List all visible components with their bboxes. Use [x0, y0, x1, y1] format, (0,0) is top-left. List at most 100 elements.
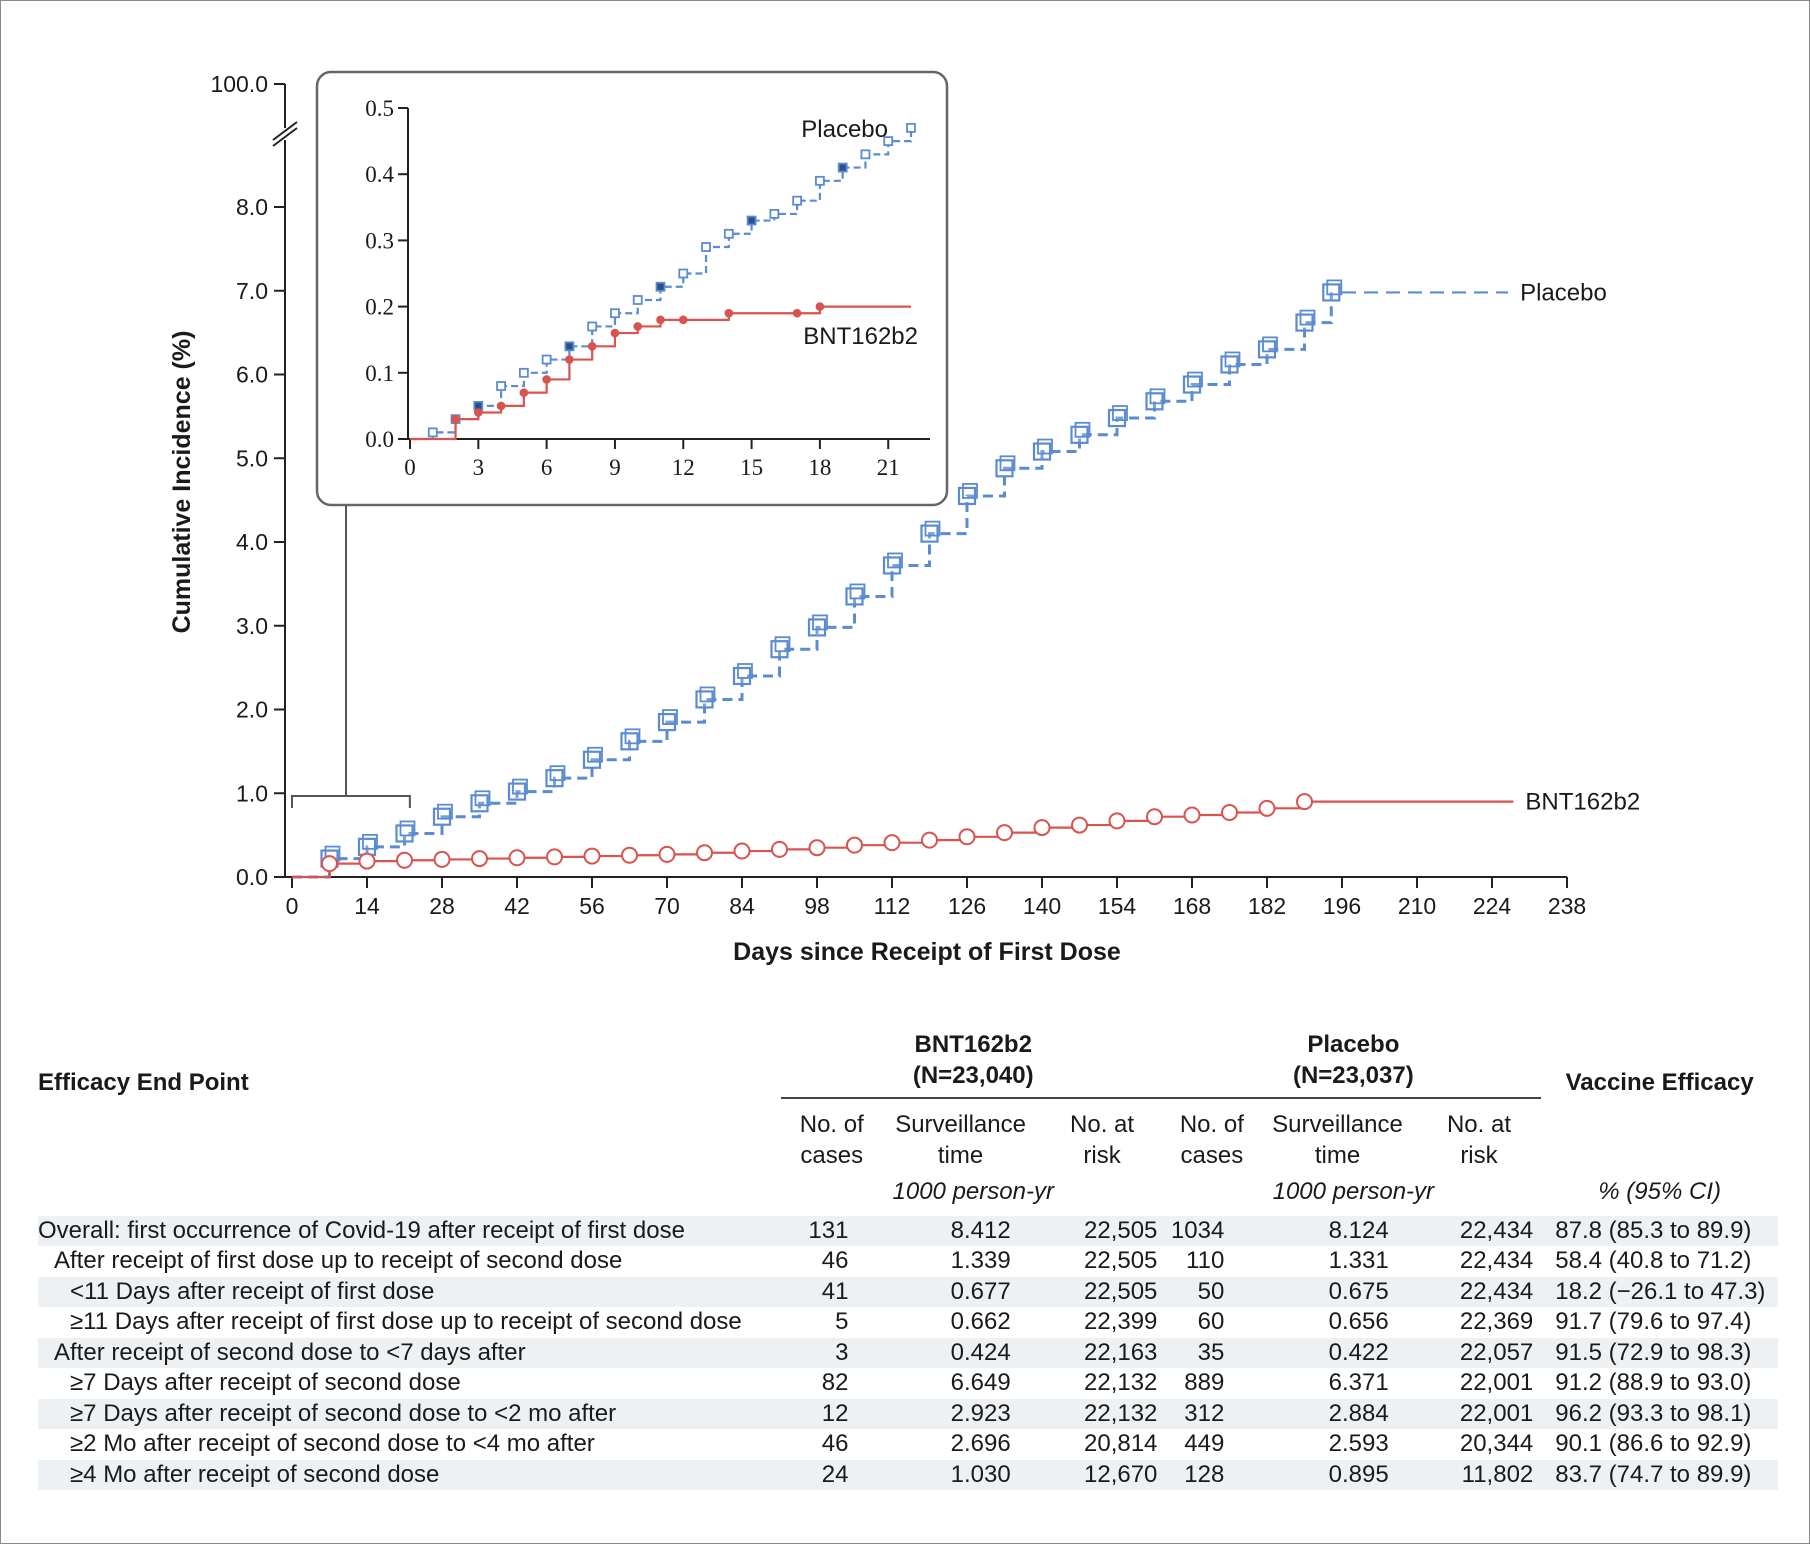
censor-marker [1183, 806, 1201, 824]
censor-marker [399, 820, 416, 837]
inset-marker [610, 328, 620, 338]
censor-marker [695, 690, 714, 709]
censor-marker [1032, 442, 1052, 461]
censor-marker [321, 855, 338, 873]
inset-marker [815, 302, 825, 311]
x-tick-label: 84 [729, 893, 755, 919]
series-line [292, 292, 1333, 879]
censor-marker [474, 790, 491, 807]
censor-marker [845, 587, 864, 606]
row-label: ≥7 Days after receipt of second dose [70, 1369, 461, 1396]
censor-marker [957, 486, 977, 506]
cell-v-time: 0.677 [882, 1276, 1039, 1307]
cell-v-risk: 22,505 [1038, 1215, 1166, 1246]
cell-v-cases: 3 [781, 1337, 883, 1368]
x-tick-label: 140 [1023, 893, 1061, 919]
cell-v-risk: 20,814 [1084, 1430, 1158, 1457]
cell-p-cases: 449 [1184, 1430, 1225, 1457]
series-bnt162b2: BNT162b2 [292, 789, 1640, 879]
inset-marker [746, 215, 757, 226]
censor-marker [1074, 421, 1091, 438]
inset-marker [565, 355, 574, 364]
group-name-placebo: Placebo [1307, 1031, 1400, 1058]
inset-x-tick-label: 12 [672, 455, 695, 480]
table-row: ≥11 Days after receipt of first dose up … [38, 1307, 1778, 1338]
cell-v-risk: 22,505 [1084, 1247, 1158, 1274]
x-tick-label: 14 [354, 893, 380, 919]
x-tick-label: 196 [1323, 893, 1361, 919]
cell-vaccine-efficacy: 87.8 (85.3 to 89.9) [1541, 1215, 1778, 1246]
inset-marker [883, 136, 894, 147]
censor-marker [507, 782, 527, 801]
cell-v-cases: 12 [781, 1398, 883, 1429]
censor-marker [1033, 819, 1051, 837]
col-risk-2: risk [1083, 1141, 1121, 1169]
censor-marker [1296, 793, 1313, 811]
cell-p-cases: 128 [1165, 1459, 1259, 1490]
cell-p-risk: 20,344 [1459, 1430, 1534, 1457]
col-time-1: Surveillance [895, 1111, 1026, 1138]
censor-marker [1262, 336, 1278, 353]
cell-p-time: 6.371 [1328, 1369, 1389, 1396]
cell-p-time: 2.884 [1258, 1398, 1417, 1429]
censor-marker [808, 839, 826, 857]
censor-marker [358, 852, 376, 870]
x-tick-label: 112 [874, 893, 911, 919]
censor-marker [807, 618, 827, 637]
censor-marker [882, 556, 902, 575]
censor-marker [1108, 812, 1126, 830]
censor-marker [546, 848, 563, 866]
x-tick-label: 0 [286, 893, 299, 919]
inset-marker [678, 315, 688, 325]
cell-p-time: 0.895 [1258, 1459, 1417, 1490]
cell-p-risk: 22,434 [1416, 1215, 1542, 1246]
cell-v-time: 2.923 [882, 1398, 1039, 1429]
censor-marker [1071, 816, 1088, 834]
censor-marker [1326, 279, 1343, 296]
cell-vaccine-efficacy: 91.2 (88.9 to 93.0) [1555, 1369, 1752, 1396]
row-label: ≥2 Mo after receipt of second dose to <4… [70, 1430, 595, 1457]
cell-vaccine-efficacy: 18.2 (−26.1 to 47.3) [1541, 1276, 1778, 1307]
censor-marker [1295, 313, 1314, 332]
cell-p-risk: 22,434 [1459, 1247, 1534, 1274]
table-body: Overall: first occurrence of Covid-19 af… [38, 1215, 1778, 1490]
x-tick-label: 224 [1473, 893, 1512, 919]
inset-marker [632, 295, 643, 305]
cell-v-time: 8.412 [882, 1215, 1039, 1246]
col-cases-2: cases [1180, 1141, 1244, 1169]
group-n-placebo: (N=23,037) [1165, 1060, 1542, 1099]
inset-marker [542, 375, 551, 384]
col-cases-2: cases [800, 1141, 864, 1169]
cell-vaccine-efficacy: 83.7 (74.7 to 89.9) [1541, 1459, 1778, 1490]
y-tick-label: 7.0 [236, 278, 268, 304]
inset-x-tick-label: 21 [877, 455, 900, 480]
col-time-2: time [1314, 1141, 1361, 1169]
censor-marker [1070, 425, 1089, 444]
main-series: Placebo BNT162b2 [291, 279, 1640, 879]
x-tick-label: 28 [429, 893, 455, 919]
inset-frame [315, 70, 949, 507]
cell-p-cases: 60 [1197, 1308, 1225, 1335]
censor-marker [657, 712, 677, 732]
x-tick-label: 168 [1173, 893, 1211, 919]
inset-x-tick-label: 18 [808, 455, 831, 480]
y-tick-label: 5.0 [236, 445, 268, 471]
x-tick-label: 42 [504, 893, 530, 919]
censor-marker [1182, 375, 1202, 394]
cell-v-risk: 22,132 [1038, 1398, 1166, 1429]
inset-marker [519, 388, 529, 397]
inset-marker [587, 321, 598, 332]
censor-marker [1146, 808, 1163, 826]
censor-marker [624, 728, 641, 745]
censor-marker [812, 614, 828, 631]
censor-marker [658, 845, 676, 863]
censor-marker [357, 837, 377, 856]
row-label: After receipt of second dose to <7 days … [38, 1337, 782, 1368]
censor-marker [1258, 799, 1276, 817]
inset-marker [656, 315, 665, 325]
cell-v-time: 0.662 [950, 1308, 1011, 1335]
time-unit-placebo: 1000 person-yr [1272, 1178, 1435, 1205]
y-break-tick-label: 100.0 [210, 71, 268, 97]
efficacy-unit: % (95% CI) [1598, 1178, 1721, 1205]
cell-v-cases: 5 [835, 1308, 849, 1335]
